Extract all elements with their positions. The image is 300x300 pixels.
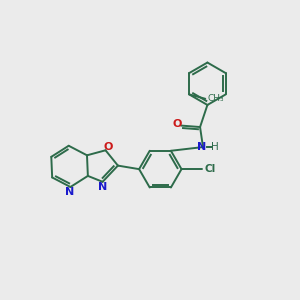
Text: O: O — [104, 142, 113, 152]
Text: Cl: Cl — [204, 164, 215, 174]
Text: N: N — [197, 142, 206, 152]
Text: N: N — [65, 187, 74, 197]
Text: O: O — [172, 119, 182, 129]
Text: CH₃: CH₃ — [207, 94, 224, 103]
Text: N: N — [98, 182, 107, 192]
Text: H: H — [212, 142, 219, 152]
